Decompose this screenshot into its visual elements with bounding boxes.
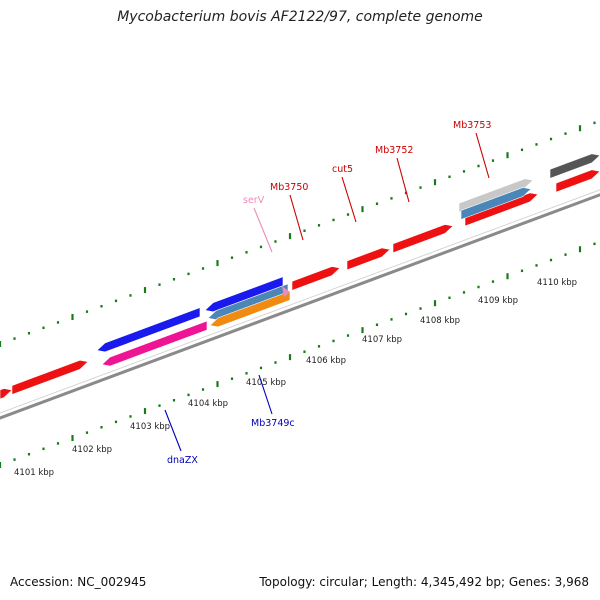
kbp-labels: 4101 kbp 4102 kbp 4103 kbp 4104 kbp 4105 kbp… [14,278,577,478]
forward-gene-arrow[interactable] [0,388,13,400]
gene-label-mb3752: Mb3752 [375,145,413,156]
trna-marker [282,286,290,297]
gene-label-mb3750: Mb3750 [270,182,308,193]
gene-label-leader [475,132,490,179]
kbp-label: 4103 kbp [130,422,170,432]
gene-label-mb3749c: Mb3749c [251,418,295,429]
kbp-label: 4101 kbp [14,468,54,478]
gene-label-leader [258,374,273,415]
genome-backbone [0,189,600,420]
map-title: Mycobacterium bovis AF2122/97, complete … [117,9,483,25]
forward-gene-arrow[interactable] [460,187,532,220]
forward-gene-arrow[interactable] [464,192,539,227]
backbone-line-inner [0,189,600,414]
gene-labels: serV Mb3750 cut5 Mb3752 Mb3753 dnaZX Mb3749c [167,120,491,466]
kbp-label: 4110 kbp [537,278,577,288]
gene-label-leader [341,176,357,223]
kbp-label: 4102 kbp [72,445,112,455]
upper-tick-track [0,121,596,347]
gene-label-leader [253,207,273,253]
gene-label-serv: serV [243,195,265,206]
backbone-line-outer [0,193,600,420]
gene-label-leader [164,409,182,452]
forward-gene-arrow[interactable] [11,359,89,395]
gene-label-leader [289,194,304,241]
accession-text: Accession: NC_002945 [10,575,147,589]
kbp-label: 4109 kbp [478,296,518,306]
forward-gene-arrow[interactable] [549,153,600,179]
reverse-gene-arrow[interactable] [101,320,208,367]
forward-gene-arrow[interactable] [291,266,341,291]
kbp-label: 4108 kbp [420,316,460,326]
gene-label-leader [396,157,410,203]
kbp-label: 4107 kbp [362,335,402,345]
gene-label-mb3753: Mb3753 [453,120,491,131]
genome-summary-text: Topology: circular; Length: 4,345,492 bp… [259,575,589,589]
lower-tick-track [0,242,596,468]
forward-gene-arrow[interactable] [392,224,454,254]
reverse-gene-arrow[interactable] [209,290,291,328]
kbp-label: 4105 kbp [246,378,286,388]
gene-label-dnazx: dnaZX [167,455,198,466]
forward-gene-arrow[interactable] [346,247,391,271]
gene-features[interactable] [0,153,600,400]
forward-gene-arrow[interactable] [555,169,600,193]
gene-label-cut5: cut5 [332,164,353,175]
kbp-label: 4106 kbp [306,356,346,366]
reverse-gene-arrow[interactable] [96,307,201,353]
gene-label-leaders [164,132,490,452]
kbp-label: 4104 kbp [188,399,228,409]
